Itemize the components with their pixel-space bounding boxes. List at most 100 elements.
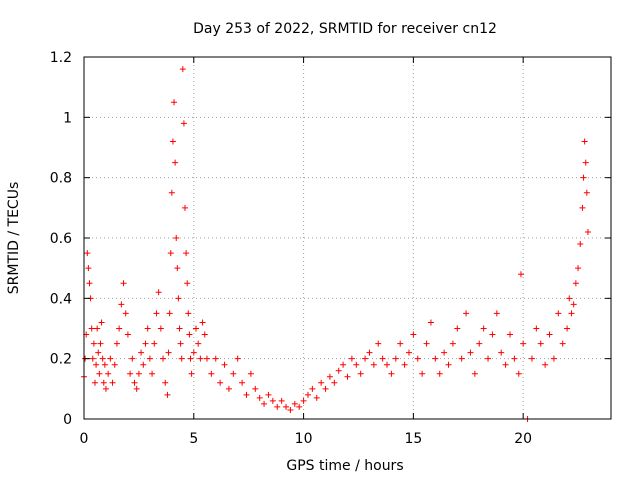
grid (84, 57, 611, 419)
data-point (502, 361, 509, 368)
x-axis-label: GPS time / hours (286, 458, 403, 474)
data-point (579, 204, 586, 211)
data-point (366, 349, 373, 356)
data-point (85, 265, 92, 272)
chart-title: Day 253 of 2022, SRMTID for receiver cn1… (193, 21, 497, 37)
data-point (542, 361, 549, 368)
data-point (122, 310, 129, 317)
data-point (283, 403, 290, 410)
y-tick-label: 0 (63, 412, 72, 428)
data-point (397, 340, 404, 347)
data-point (109, 379, 116, 386)
data-point (485, 355, 492, 362)
data-point (419, 370, 426, 377)
data-point (375, 340, 382, 347)
x-tick-label: 0 (80, 431, 89, 447)
data-point (570, 301, 577, 308)
data-point (533, 325, 540, 332)
data-point (102, 385, 109, 392)
data-point (517, 271, 524, 278)
data-point (247, 370, 254, 377)
y-axis-label: SRMTID / TECUs (6, 182, 22, 295)
data-point (344, 373, 351, 380)
data-point (142, 340, 149, 347)
data-point (203, 355, 210, 362)
data-point (410, 331, 417, 338)
data-point (458, 355, 465, 362)
data-point (88, 325, 95, 332)
data-point (98, 319, 105, 326)
data-point (537, 340, 544, 347)
data-point (187, 355, 194, 362)
y-tick-label: 0.2 (50, 352, 72, 368)
data-point (405, 349, 412, 356)
data-point (432, 355, 439, 362)
y-tick-label: 0.8 (50, 171, 72, 187)
data-point (188, 370, 195, 377)
data-point (463, 310, 470, 317)
data-point (180, 120, 187, 127)
data-point (580, 174, 587, 181)
data-point (370, 361, 377, 368)
data-point (427, 319, 434, 326)
data-point (568, 310, 575, 317)
data-point (493, 310, 500, 317)
data-point (331, 379, 338, 386)
data-point (583, 189, 590, 196)
data-point (340, 361, 347, 368)
data-point (133, 385, 140, 392)
data-point (89, 355, 96, 362)
y-tick-label: 1.2 (50, 50, 72, 66)
data-point (528, 355, 535, 362)
data-point (384, 361, 391, 368)
data-point (151, 340, 158, 347)
data-points (81, 66, 591, 422)
data-point (127, 370, 134, 377)
data-point (515, 370, 522, 377)
data-point (392, 355, 399, 362)
data-point (445, 361, 452, 368)
data-point (162, 379, 169, 386)
data-point (304, 391, 311, 398)
data-point (388, 370, 395, 377)
data-point (581, 138, 588, 145)
data-point (86, 280, 93, 287)
data-point (197, 355, 204, 362)
data-point (546, 331, 553, 338)
data-point (91, 379, 98, 386)
x-tick-label: 15 (404, 431, 422, 447)
data-point (414, 355, 421, 362)
data-point (175, 295, 182, 302)
data-point (287, 406, 294, 413)
data-point (113, 340, 120, 347)
data-point (274, 403, 281, 410)
data-point (177, 340, 184, 347)
data-point (183, 250, 190, 257)
axis-ticks (83, 56, 611, 420)
data-point (261, 400, 268, 407)
data-point (575, 265, 582, 272)
data-point (153, 310, 160, 317)
data-point (186, 331, 193, 338)
data-point (173, 235, 180, 241)
data-point (471, 370, 478, 377)
data-point (309, 385, 316, 392)
data-point (160, 355, 167, 362)
data-point (195, 340, 202, 347)
data-point (144, 325, 151, 332)
data-point (476, 340, 483, 347)
data-point (269, 397, 276, 404)
data-point (498, 349, 505, 356)
data-point (164, 391, 171, 398)
data-point (291, 400, 298, 407)
data-point (165, 349, 172, 356)
data-point (168, 189, 175, 196)
data-point (179, 66, 186, 73)
plot-frame (83, 56, 612, 420)
data-point (190, 349, 197, 356)
data-point (511, 355, 518, 362)
data-point (138, 349, 145, 356)
data-point (230, 370, 237, 377)
data-point (174, 265, 181, 272)
